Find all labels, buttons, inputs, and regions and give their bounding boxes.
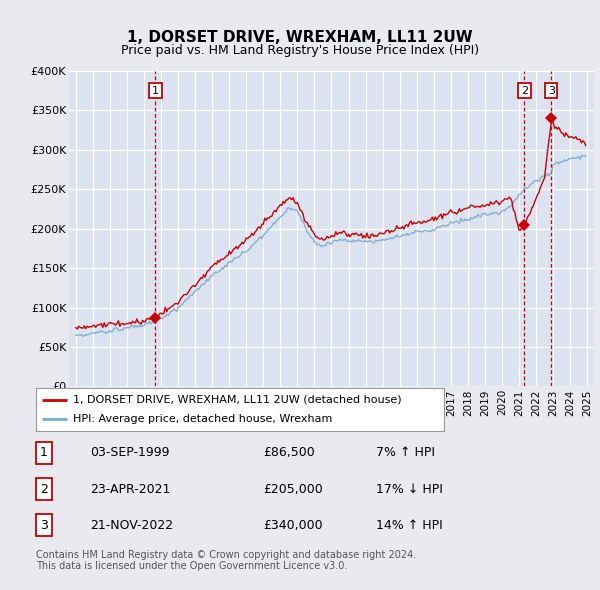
- Text: 2: 2: [521, 86, 528, 96]
- Text: £205,000: £205,000: [263, 483, 323, 496]
- Text: 03-SEP-1999: 03-SEP-1999: [90, 447, 170, 460]
- Text: 2: 2: [40, 483, 48, 496]
- Text: 1: 1: [40, 447, 48, 460]
- Text: £86,500: £86,500: [263, 447, 314, 460]
- Text: 1, DORSET DRIVE, WREXHAM, LL11 2UW: 1, DORSET DRIVE, WREXHAM, LL11 2UW: [127, 30, 473, 44]
- Text: 23-APR-2021: 23-APR-2021: [90, 483, 170, 496]
- Text: 3: 3: [40, 519, 48, 532]
- Text: £340,000: £340,000: [263, 519, 322, 532]
- Text: 14% ↑ HPI: 14% ↑ HPI: [376, 519, 443, 532]
- Text: HPI: Average price, detached house, Wrexham: HPI: Average price, detached house, Wrex…: [73, 414, 332, 424]
- Text: 1, DORSET DRIVE, WREXHAM, LL11 2UW (detached house): 1, DORSET DRIVE, WREXHAM, LL11 2UW (deta…: [73, 395, 401, 405]
- Text: 3: 3: [548, 86, 555, 96]
- Text: Contains HM Land Registry data © Crown copyright and database right 2024.
This d: Contains HM Land Registry data © Crown c…: [36, 550, 416, 572]
- Text: 21-NOV-2022: 21-NOV-2022: [90, 519, 173, 532]
- Text: 1: 1: [152, 86, 159, 96]
- Text: Price paid vs. HM Land Registry's House Price Index (HPI): Price paid vs. HM Land Registry's House …: [121, 44, 479, 57]
- Text: 7% ↑ HPI: 7% ↑ HPI: [376, 447, 435, 460]
- Text: 17% ↓ HPI: 17% ↓ HPI: [376, 483, 443, 496]
